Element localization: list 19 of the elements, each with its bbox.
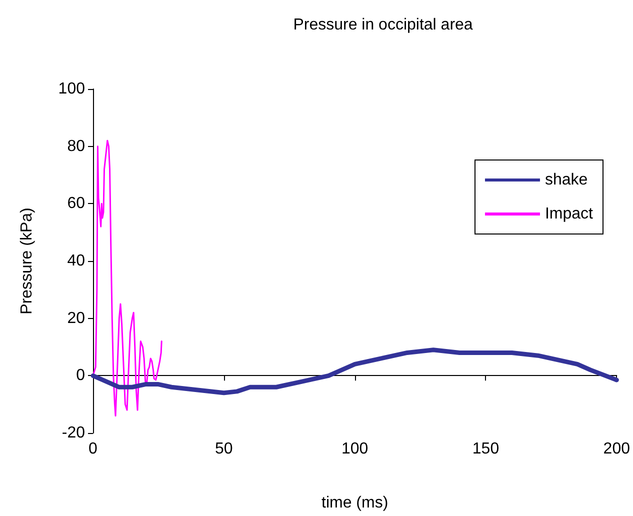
line-series	[90, 348, 619, 396]
y-tick-label: -20	[62, 424, 86, 442]
y-tick-label: 60	[67, 195, 86, 212]
x-tick-label: 0	[88, 440, 98, 458]
chart-title: Pressure in occipital area	[293, 16, 473, 34]
x-tick-label: 200	[603, 440, 630, 458]
y-tick-label: 20	[67, 310, 86, 327]
x-tick-label: 150	[472, 440, 500, 458]
x-tick-label: 50	[215, 440, 233, 458]
y-axis-title: Pressure (kPa)	[18, 208, 36, 314]
y-tick-label: 80	[67, 138, 86, 155]
line-series	[92, 140, 162, 417]
y-tick-label: 0	[76, 367, 86, 384]
legend-label: shake	[544, 172, 588, 188]
y-tick-label: 100	[58, 80, 86, 98]
x-axis-title: time (ms)	[322, 494, 388, 512]
y-tick-label: 40	[67, 252, 86, 270]
x-tick-label: 100	[341, 440, 368, 458]
legend-label: Impact	[544, 206, 594, 222]
